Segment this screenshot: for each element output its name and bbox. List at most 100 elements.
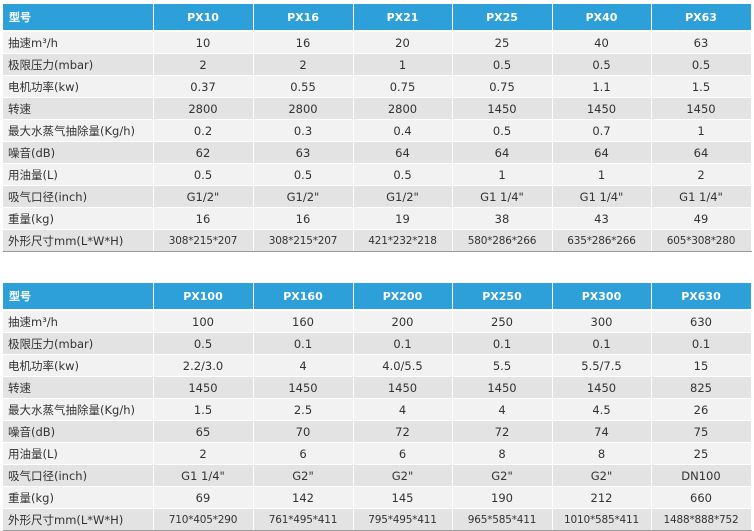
spec-cell: 1450 (153, 376, 254, 399)
row-label: 极限压力(mbar) (3, 332, 154, 355)
spec-row-inlet: 吸气口径(inch) G1/2" G1/2" G1/2" G1 1/4" G1 1/4" G… (3, 185, 752, 208)
spec-cell: 64 (452, 141, 553, 164)
spec-cell: 2 (153, 442, 254, 465)
spec-cell: 49 (651, 207, 752, 230)
spec-cell: 0.5 (353, 163, 453, 186)
spec-row-ultimate-pressure: 极限压力(mbar) 2 2 1 0.5 0.5 0.5 (3, 53, 752, 76)
spec-row-dimensions: 外形尺寸mm(L*W*H) 710*405*290 761*495*411 795*4… (3, 508, 752, 531)
spec-cell: 2 (153, 53, 254, 76)
spec-cell: 2.5 (253, 398, 354, 421)
spec-cell: 1.5 (651, 75, 752, 98)
spec-cell: 2800 (353, 97, 453, 120)
spec-cell: 0.5 (651, 53, 752, 76)
spec-cell: G2" (253, 464, 354, 487)
spec-cell: 1450 (253, 376, 354, 399)
spec-cell: 62 (153, 141, 254, 164)
row-label: 抽速m³/h (3, 31, 154, 54)
model-label-header: 型号 (3, 4, 154, 32)
spec-cell: G1 1/4" (452, 185, 553, 208)
spec-cell: 25 (651, 442, 752, 465)
spec-cell: 1.5 (153, 398, 254, 421)
spec-cell: 190 (452, 486, 553, 509)
row-label: 吸气口径(inch) (3, 464, 154, 487)
spec-cell: 0.1 (353, 332, 453, 355)
spec-cell: 1450 (552, 97, 652, 120)
spec-cell: 142 (253, 486, 354, 509)
spec-table-2: 型号 PX100 PX160 PX200 PX250 PX300 PX630 抽速m³/h 1… (3, 283, 752, 531)
spec-cell: 630 (651, 310, 752, 333)
spec-cell: 100 (153, 310, 254, 333)
spec-cell: 0.5 (253, 163, 354, 186)
spec-row-vapor-capacity: 最大水蒸气抽除量(Kg/h) 1.5 2.5 4 4 4.5 26 (3, 398, 752, 421)
spec-cell: 43 (552, 207, 652, 230)
spec-row-speed-pump: 抽速m³/h 100 160 200 250 300 630 (3, 310, 752, 333)
spec-row-inlet: 吸气口径(inch) G1 1/4" G2" G2" G2" G2" DN100 (3, 464, 752, 487)
spec-cell: 0.75 (452, 75, 553, 98)
spec-cell: 1450 (452, 376, 553, 399)
spec-cell: 300 (552, 310, 652, 333)
spec-cell: 16 (253, 31, 354, 54)
spec-cell: G1 1/4" (153, 464, 254, 487)
spec-cell: 2 (651, 163, 752, 186)
spec-cell: 0.3 (253, 119, 354, 142)
spec-cell: 8 (452, 442, 553, 465)
spec-row-ultimate-pressure: 极限压力(mbar) 0.5 0.1 0.1 0.1 0.1 0.1 (3, 332, 752, 355)
spec-row-oil: 用油量(L) 2 6 6 8 8 25 (3, 442, 752, 465)
spec-cell: 20 (353, 31, 453, 54)
spec-cell: 0.5 (153, 163, 254, 186)
spec-cell: 74 (552, 420, 652, 443)
row-label: 噪音(dB) (3, 141, 154, 164)
spec-cell: 2800 (153, 97, 254, 120)
spec-row-weight: 重量(kg) 16 16 19 38 43 49 (3, 207, 752, 230)
spec-cell: 65 (153, 420, 254, 443)
spec-cell: 0.7 (552, 119, 652, 142)
spec-cell: 70 (253, 420, 354, 443)
spec-cell: 1450 (552, 376, 652, 399)
spec-cell: 0.4 (353, 119, 453, 142)
spec-cell: 1 (452, 163, 553, 186)
spec-cell: 2.2/3.0 (153, 354, 254, 377)
spec-cell: 0.2 (153, 119, 254, 142)
row-label: 用油量(L) (3, 163, 154, 186)
spec-cell: G2" (552, 464, 652, 487)
model-header: PX21 (353, 4, 453, 32)
spec-row-noise: 噪音(dB) 62 63 64 64 64 64 (3, 141, 752, 164)
spec-cell: 4.5 (552, 398, 652, 421)
spec-cell: G1/2" (253, 185, 354, 208)
spec-table-1: 型号 PX10 PX16 PX21 PX25 PX40 PX63 抽速m³/h 10 16 20 2… (3, 4, 752, 252)
spec-cell: 4 (253, 354, 354, 377)
model-header: PX16 (253, 4, 354, 32)
spec-cell: 2 (253, 53, 354, 76)
spec-cell: 6 (253, 442, 354, 465)
spec-cell: G2" (452, 464, 553, 487)
spec-cell: G1/2" (153, 185, 254, 208)
spec-cell: 1.1 (552, 75, 652, 98)
spec-row-rpm: 转速 1450 1450 1450 1450 1450 825 (3, 376, 752, 399)
spec-cell: 660 (651, 486, 752, 509)
spec-cell: 63 (253, 141, 354, 164)
spec-cell: 10 (153, 31, 254, 54)
row-label: 重量(kg) (3, 207, 154, 230)
row-label: 最大水蒸气抽除量(Kg/h) (3, 398, 154, 421)
spec-cell: 64 (651, 141, 752, 164)
header-row: 型号 PX100 PX160 PX200 PX250 PX300 PX630 (3, 283, 752, 311)
model-header: PX10 (153, 4, 254, 32)
spec-cell: 1450 (353, 376, 453, 399)
spec-row-noise: 噪音(dB) 65 70 72 72 74 75 (3, 420, 752, 443)
spec-cell: 580*286*266 (452, 229, 553, 252)
spec-cell: 0.5 (153, 332, 254, 355)
spec-cell: 250 (452, 310, 553, 333)
spec-cell: 69 (153, 486, 254, 509)
model-header: PX300 (552, 283, 652, 311)
spec-cell: 421*232*218 (353, 229, 453, 252)
spec-cell: 965*585*411 (452, 508, 553, 531)
row-label: 外形尺寸mm(L*W*H) (3, 229, 154, 252)
spec-cell: 200 (353, 310, 453, 333)
spec-cell: 25 (452, 31, 553, 54)
spec-cell: G1/2" (353, 185, 453, 208)
spec-cell: 4.0/5.5 (353, 354, 453, 377)
spec-cell: 5.5/7.5 (552, 354, 652, 377)
header-row: 型号 PX10 PX16 PX21 PX25 PX40 PX63 (3, 4, 752, 32)
model-header: PX250 (452, 283, 553, 311)
spec-cell: 1488*888*752 (651, 508, 752, 531)
